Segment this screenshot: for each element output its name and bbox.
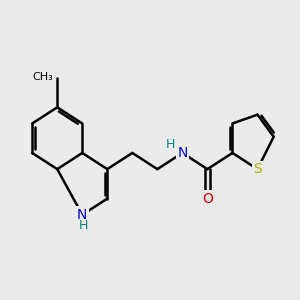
Text: H: H xyxy=(79,220,88,232)
Text: S: S xyxy=(253,162,262,176)
Text: O: O xyxy=(202,192,213,206)
Text: H: H xyxy=(165,138,175,151)
Text: N: N xyxy=(77,208,88,222)
Text: CH₃: CH₃ xyxy=(32,72,53,82)
Text: N: N xyxy=(177,146,188,160)
